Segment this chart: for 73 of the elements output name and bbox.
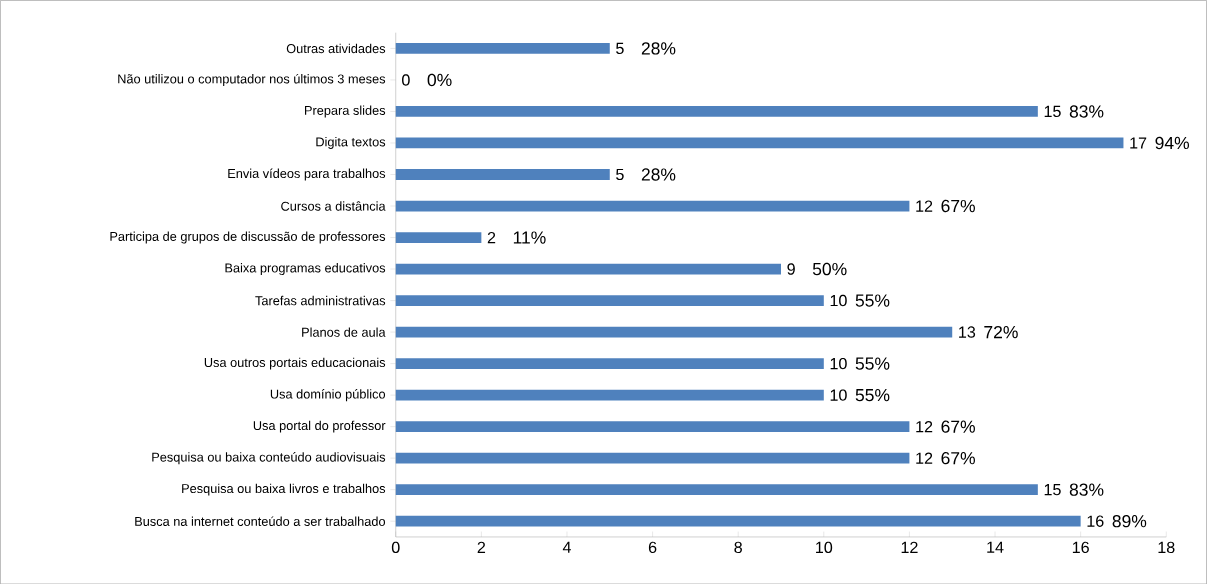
data-label: 16 [1087,515,1104,527]
annotation: 94% [1155,136,1190,149]
x-tick-label: 16 [1072,541,1089,553]
y-tick-label: Outras atividades [286,43,386,53]
bar [395,389,824,401]
y-tick-label: Usa domínio público [270,388,386,401]
annotation: 67% [941,451,975,465]
x-tick-label: 14 [987,541,1004,553]
annotation: 50% [812,262,847,276]
annotation: 67% [941,199,975,212]
bar [395,137,1124,149]
annotation: 83% [1069,483,1104,496]
data-label: 13 [959,326,976,338]
x-tick-label: 2 [477,541,486,553]
y-tick-label: Planos de aula [302,327,386,337]
data-label: 10 [830,294,847,307]
data-label: 5 [616,168,624,180]
bar [395,42,610,54]
bar [395,358,824,369]
annotation: 83% [1069,105,1104,118]
annotation: 28% [641,168,676,181]
bar [395,484,1038,495]
bar [395,452,910,464]
data-label: 12 [916,200,933,212]
annotation: 0% [427,73,452,86]
data-label: 9 [787,263,795,275]
y-tick-label: Não utilizou o computador nos últimos 3 meses [118,73,386,86]
annotation: 11% [513,231,546,244]
y-tick-label: Participa de grupos de discussão de professores [110,231,386,244]
bar [395,231,482,243]
bar [395,200,910,212]
data-label: 17 [1130,137,1147,149]
x-tick-label: 12 [901,541,918,553]
data-label: 2 [487,231,496,243]
annotation: 72% [984,325,1018,339]
annotation: 89% [1112,514,1147,528]
x-tick-label: 18 [1158,541,1175,553]
y-tick-label: Usa portal do professor [253,420,386,433]
x-tick-label: 8 [734,541,742,553]
x-tick-label: 10 [816,541,833,553]
data-label: 12 [916,420,933,433]
data-label: 0 [402,74,410,86]
y-tick-label: Baixa programas educativos [225,262,386,275]
data-label: 15 [1044,105,1061,117]
y-tick-label: Cursos a distância [281,201,386,211]
data-label: 10 [830,389,847,401]
y-tick-label: Envia vídeos para trabalhos [228,168,386,181]
data-label: 10 [830,357,847,370]
y-tick-label: Busca na internet conteúdo a ser trabalhado [135,516,386,526]
y-tick-label: Digita textos [316,136,386,149]
data-label: 5 [616,42,624,54]
annotation: 55% [855,388,890,402]
bar [395,263,781,275]
bar [395,105,1038,117]
y-tick-label: Usa outros portais educacionais [204,357,386,370]
bar [395,515,1081,527]
y-tick-label: Prepara slides [305,105,386,118]
annotation: 55% [855,357,890,370]
annotation: 67% [941,420,975,433]
annotation: 55% [855,294,890,307]
bar [395,326,953,338]
bar [395,421,910,432]
bar [395,294,824,306]
data-label: 15 [1044,483,1061,496]
y-tick-label: Pesquisa ou baixa livros e trabalhos [182,483,386,496]
x-tick-label: 0 [391,541,400,553]
data-label: 12 [916,452,933,464]
x-tick-label: 6 [648,541,657,553]
y-tick-label: Pesquisa ou baixa conteúdo audiovisuais [152,451,386,464]
bar [395,168,610,180]
y-tick-label: Tarefas administrativas [255,295,386,306]
annotation: 28% [641,42,676,55]
x-tick-label: 4 [562,541,571,553]
